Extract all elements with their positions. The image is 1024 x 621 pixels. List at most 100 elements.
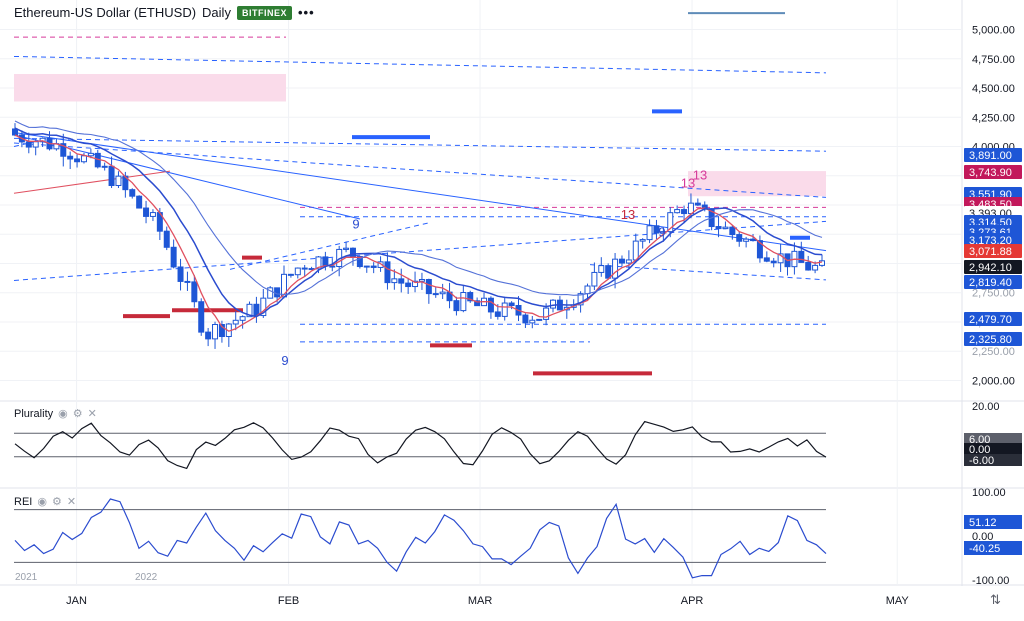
candle-body [239,316,246,321]
candle-body [819,260,825,266]
trend-line-dashed [13,55,827,74]
candle [232,311,239,331]
candle [391,269,398,290]
price-tick-label: 2,000.00 [972,375,1015,387]
candle-body [722,226,729,230]
candle-body [432,293,439,296]
candle-body [425,278,432,295]
gear-icon[interactable]: ⚙ [51,496,62,508]
price-badge: 2,819.40 [964,275,1022,289]
gear-icon[interactable]: ⚙ [72,408,83,420]
candlestick-series [12,123,825,349]
trend-line [13,134,361,220]
candle [667,207,674,238]
scale-toggle-icon[interactable]: ⇅ [990,593,1001,608]
eye-icon[interactable]: ◉ [37,496,47,508]
candle [74,154,81,168]
price-tick-label: 2,250.00 [972,346,1015,358]
eye-icon[interactable]: ◉ [58,408,68,420]
plurality-badge: 0.00 [964,443,1022,456]
trend-line-dashed [229,222,431,270]
candle-body [598,265,605,273]
candle-body [136,195,143,209]
candle-body [12,128,18,136]
candle-body [750,238,757,242]
candle [694,198,701,206]
trend-line [13,131,827,252]
candle-body [812,264,819,271]
year-label: 2022 [135,572,158,583]
candle-body [101,165,108,168]
plurality-panel-label: Plurality ◉ ⚙ ✕ [14,407,97,421]
candle-body [694,202,701,206]
candle [108,156,115,189]
price-badge-label: 2,942.10 [969,262,1012,274]
candle [522,313,529,328]
candle-body [412,280,419,288]
candle [536,318,543,321]
rei-panel-label: REI ◉ ⚙ ✕ [14,495,77,509]
exchange-badge: BITFINEX [236,5,292,20]
plurality-badge-bg [964,443,1022,455]
close-icon[interactable]: ✕ [66,496,77,508]
candle [267,286,274,299]
price-badge: 2,325.80 [964,332,1022,346]
price-badge-bg [964,332,1022,346]
candle-body [281,273,287,298]
candle-body [577,293,584,306]
candle-body [632,240,639,261]
candle [729,225,736,240]
rei-badge-bg [964,515,1022,529]
price-badge-bg [964,260,1022,274]
price-badge: 2,479.70 [964,312,1022,326]
sequential-count-label: 13 [681,175,695,190]
candle [784,253,791,276]
candle-body [329,265,336,268]
candle-body [487,297,494,313]
candle [646,219,653,244]
candle [212,321,219,349]
rei-badge-label: -40.25 [969,543,1000,555]
rei-axis-tick: 0.00 [972,531,993,543]
candle [398,268,405,293]
candle [439,283,446,300]
rei-badge: 51.12 [964,515,1022,529]
candle [653,219,660,240]
candle [239,315,246,329]
rei-axis-tick: -100.00 [972,575,1009,587]
price-badge-bg [964,275,1022,289]
candle-body [32,141,39,148]
price-badge-bg [964,233,1022,247]
candle-body [260,297,267,317]
candle-body [143,207,150,217]
candle-body [384,261,391,284]
price-badge: 3,743.90 [964,165,1022,179]
candle-body [170,246,177,268]
plurality-line [14,420,827,470]
candle [136,195,143,209]
candle [25,132,32,154]
candle-body [60,143,67,157]
candle-body [377,261,384,268]
candle-body [763,257,770,262]
interval-label[interactable]: Daily [202,5,231,20]
candle-body [267,287,274,299]
symbol-title[interactable]: Ethereum-US Dollar (ETHUSD) [14,5,197,20]
candle [432,286,439,298]
candle-body [625,259,632,264]
candle-body [681,209,688,215]
rei-line [14,498,827,579]
candle [750,233,757,242]
price-tick-label: 5,000.00 [972,25,1015,37]
candle [529,316,536,329]
close-icon[interactable]: ✕ [87,408,97,420]
candle [591,262,598,291]
time-axis-label: FEB [278,595,299,607]
candle-body [715,226,722,230]
price-badge-bg [964,148,1022,162]
price-badge-bg [964,312,1022,326]
candle [370,262,377,274]
candle [170,239,177,269]
more-options-icon[interactable]: ••• [297,5,315,20]
